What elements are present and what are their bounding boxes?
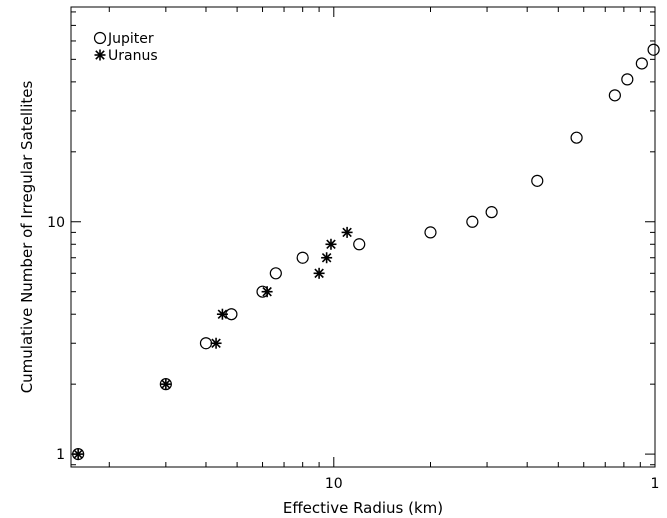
x-tick-label: 10 (325, 476, 343, 492)
y-tick-label: 1 (56, 447, 65, 463)
x-tick-label: 1 (651, 476, 660, 492)
jupiter-circle-marker (485, 206, 498, 219)
uranus-asterisk-marker (325, 238, 337, 250)
legend-label: Uranus (108, 48, 158, 64)
y-tick-label: 10 (47, 215, 65, 231)
jupiter-circle-marker (93, 31, 107, 45)
jupiter-circle-marker (531, 174, 544, 187)
uranus-asterisk-marker (210, 337, 222, 349)
uranus-asterisk-marker (94, 49, 106, 61)
jupiter-circle-marker (353, 238, 366, 251)
jupiter-circle-marker (269, 267, 282, 280)
jupiter-circle-marker (570, 131, 583, 144)
uranus-asterisk-marker (216, 308, 228, 320)
jupiter-circle-marker (621, 73, 634, 86)
legend-label: Jupiter (107, 31, 154, 47)
jupiter-circle-marker (296, 251, 309, 264)
uranus-asterisk-marker (72, 448, 84, 460)
jupiter-circle-marker (608, 89, 621, 102)
jupiter-circle-marker (424, 226, 437, 239)
uranus-asterisk-marker (313, 267, 325, 279)
uranus-asterisk-marker (321, 252, 333, 264)
x-axis-label: Effective Radius (km) (283, 499, 443, 517)
plot-frame (70, 6, 656, 468)
data-markers (72, 43, 660, 461)
jupiter-circle-marker (199, 337, 213, 350)
uranus-asterisk-marker (261, 286, 273, 298)
jupiter-circle-marker (466, 215, 479, 228)
y-axis-label: Cumulative Number of Irregular Satellite… (18, 81, 36, 394)
uranus-asterisk-marker (341, 226, 353, 238)
jupiter-circle-marker (647, 43, 660, 56)
axis-ticks: 10 1 1 10 (47, 7, 659, 492)
jupiter-circle-marker (635, 57, 648, 70)
uranus-asterisk-marker (160, 378, 172, 390)
